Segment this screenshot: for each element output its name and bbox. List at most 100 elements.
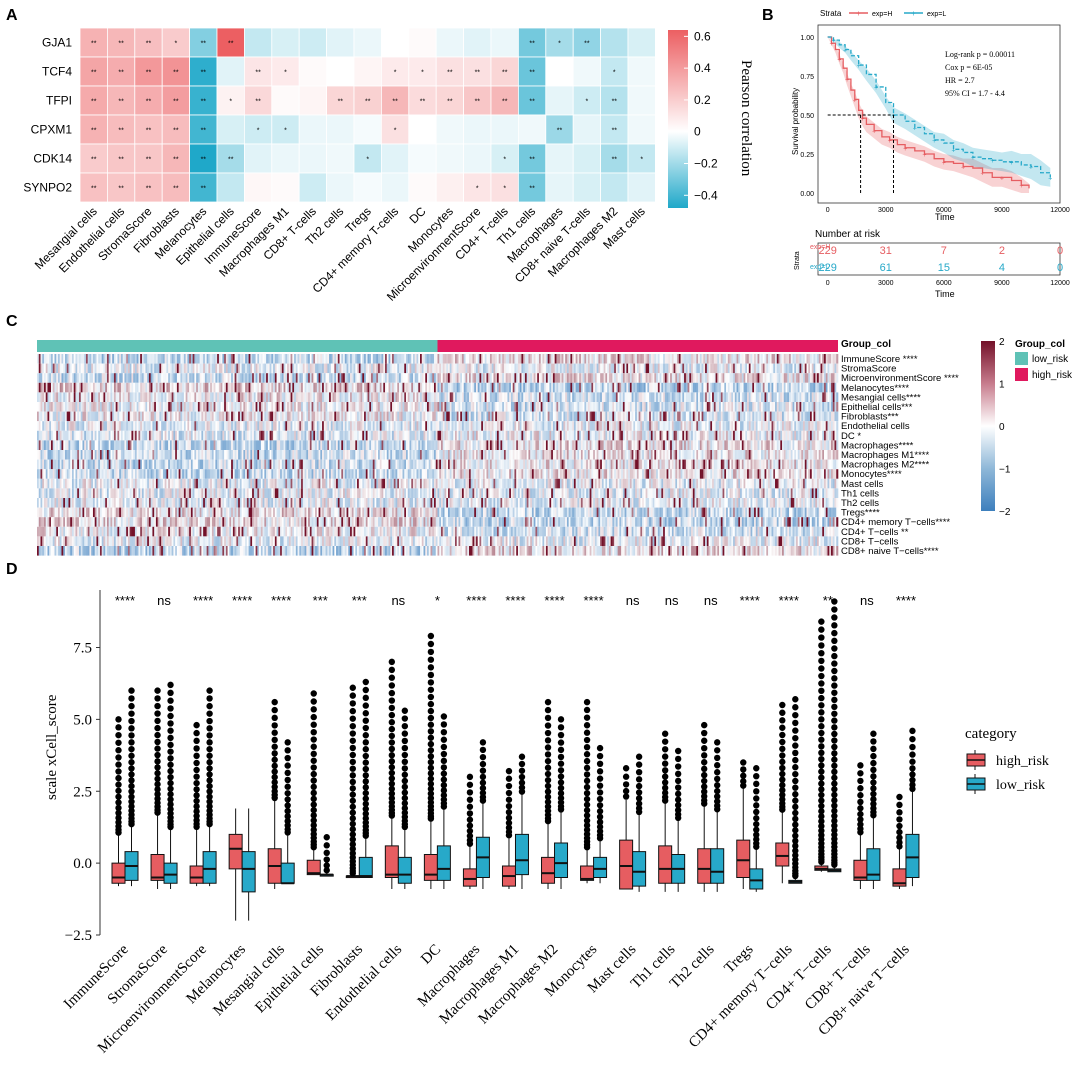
xcell-cell (337, 440, 340, 450)
xcell-cell (722, 440, 725, 450)
xcell-cell (175, 430, 178, 441)
xcell-cell (210, 382, 213, 393)
xcell-cell (663, 354, 666, 364)
xcell-cell (694, 430, 697, 441)
xcell-cell (587, 354, 590, 364)
xcell-cell (566, 411, 569, 422)
xcell-cell (73, 402, 76, 412)
xcell-cell (245, 354, 248, 364)
xcell-cell (313, 421, 316, 431)
xcell-cell (475, 382, 479, 393)
significance-mark: ** (91, 128, 97, 135)
xcell-cell (566, 363, 569, 374)
xcell-cell (262, 421, 265, 431)
xcell-cell (243, 430, 246, 441)
xcell-cell (113, 382, 117, 393)
xcell-cell (582, 382, 585, 393)
xcell-cell (229, 363, 232, 374)
panel-label-a: A (6, 7, 18, 24)
heatmap-cell (271, 56, 300, 87)
xcell-cell (549, 382, 552, 393)
xcell-cell (416, 402, 419, 412)
xcell-cell (409, 402, 412, 412)
xcell-cell (580, 430, 583, 441)
xcell-cell (147, 363, 150, 374)
xcell-cell (323, 411, 326, 422)
xcell-cell (818, 411, 821, 422)
xcell-cell (161, 373, 164, 383)
xcell-cell (568, 363, 571, 374)
xcell-cell (461, 354, 465, 364)
xcell-cell (234, 411, 237, 422)
xcell-cell (320, 392, 323, 402)
xcell-cell (463, 382, 466, 393)
xcell-cell (710, 421, 713, 431)
xcell-cell (311, 411, 314, 422)
xcell-cell (299, 440, 302, 450)
xcell-cell (206, 440, 209, 450)
xcell-cell (182, 363, 185, 374)
xcell-cell (771, 430, 774, 441)
xcell-cell (512, 421, 515, 431)
xcell-cell (106, 363, 110, 374)
xcell-cell (507, 363, 510, 374)
xcell-cell (785, 363, 788, 374)
xcell-cell (64, 450, 68, 460)
xcell-cell (713, 411, 716, 422)
xcell-cell (194, 373, 197, 383)
xcell-cell (161, 450, 164, 460)
xcell-cell (573, 411, 576, 422)
xcell-cell (554, 402, 557, 412)
heatmap-cell (572, 56, 602, 87)
xcell-cell (825, 382, 828, 393)
xcell-cell (320, 354, 323, 364)
xcell-cell (197, 430, 200, 441)
xcell-cell (544, 382, 547, 393)
xcell-cell (610, 382, 613, 393)
xcell-cell (829, 411, 832, 422)
xcell-cell (250, 411, 253, 422)
xcell-cell (442, 373, 445, 383)
xcell-cell (677, 354, 680, 364)
xcell-cell (463, 411, 466, 422)
xcell-cell (587, 392, 590, 402)
xcell-cell (559, 430, 562, 441)
heatmap-cell (189, 172, 218, 203)
xcell-cell (572, 411, 575, 422)
xcell-cell (600, 392, 603, 402)
xcell-cell (486, 440, 489, 450)
xcell-cell (736, 411, 739, 422)
xcell-cell (126, 450, 129, 460)
xcell-cell (558, 373, 561, 383)
xcell-cell (463, 363, 466, 374)
xcell-cell (474, 440, 477, 450)
xcell-cell (311, 373, 314, 383)
xcell-cell (70, 354, 73, 364)
xcell-cell (486, 354, 489, 364)
xcell-cell (239, 430, 242, 441)
xcell-cell (489, 411, 493, 422)
xcell-cell (409, 421, 412, 431)
xcell-cell (741, 363, 744, 374)
xcell-cell (399, 430, 402, 441)
xcell-cell (682, 411, 685, 422)
xcell-cell (255, 354, 258, 364)
xcell-cell (290, 402, 293, 412)
xcell-cell (339, 430, 342, 441)
xcell-cell (570, 363, 573, 374)
xcell-cell (675, 382, 678, 393)
xcell-cell (727, 430, 730, 441)
risk-count: 0 (1057, 262, 1063, 274)
xcell-cell (764, 382, 767, 393)
xcell-cell (726, 373, 729, 383)
xcell-cell (787, 382, 790, 393)
xcell-cell (166, 440, 169, 450)
xcell-cell (334, 354, 337, 364)
xcell-cell (747, 363, 750, 374)
xcell-cell (129, 382, 132, 393)
xcell-cell (292, 411, 295, 422)
xcell-cell (776, 363, 779, 374)
xcell-cell (313, 354, 316, 364)
xcell-cell (238, 421, 241, 431)
xcell-cell (568, 421, 571, 431)
